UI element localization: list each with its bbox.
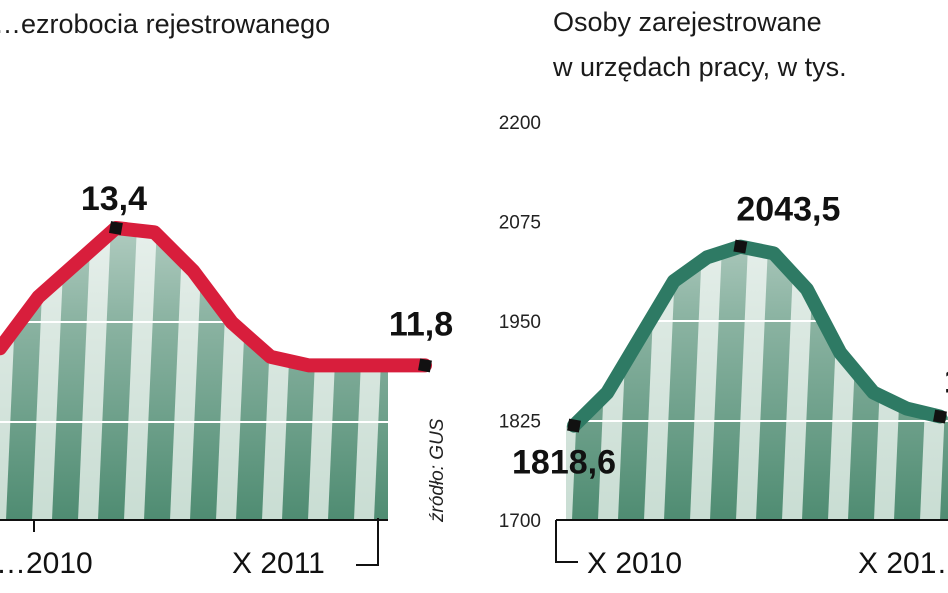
right-value-label: 2043,5 — [736, 191, 840, 229]
right-x-bracket — [555, 520, 578, 563]
left-value-label: 11,8 — [389, 305, 453, 343]
right-y-ticks: 2200 2075 1950 1825 1700 — [499, 113, 541, 532]
right-value-label: 1… — [944, 363, 948, 401]
right-chart: Osoby zarejestrowane w urzędach pracy, w… — [499, 7, 948, 580]
left-x-tick-label-1: …2010 — [0, 547, 93, 580]
left-point-marker — [108, 221, 123, 235]
source-note: źródło: GUS — [427, 418, 448, 523]
right-value-label: 1818,6 — [512, 444, 616, 482]
right-y-tick-label: 1950 — [499, 312, 541, 333]
left-area-stripes — [0, 228, 425, 520]
left-value-label: 13,4 — [81, 180, 147, 218]
right-point-marker — [733, 239, 748, 254]
left-series-line — [0, 221, 432, 373]
right-markers: 1818,6 2043,5 1… — [512, 191, 948, 482]
right-y-tick-label: 2075 — [499, 213, 541, 234]
right-point-marker — [567, 418, 581, 433]
right-x-tick-label-1: X 2010 — [587, 547, 682, 580]
left-x-bracket — [356, 518, 379, 566]
left-area-fill — [0, 228, 425, 520]
left-chart-title: …ezrobocia rejestrowanego — [0, 9, 330, 39]
left-point-marker — [418, 358, 432, 373]
right-x-tick-label-2: X 201… — [858, 547, 948, 580]
right-y-tick-label: 2200 — [499, 113, 541, 134]
right-area-fade — [566, 246, 948, 520]
right-y-tick-label: 1825 — [499, 412, 541, 433]
left-area-fade — [0, 228, 388, 520]
right-point-marker — [933, 409, 947, 424]
left-x-tick-label-2: X 2011 — [232, 547, 325, 580]
right-chart-title-line-1: Osoby zarejestrowane — [553, 7, 822, 37]
left-markers: 13,4 11,8 — [81, 180, 453, 373]
right-series-line — [567, 239, 947, 433]
left-chart: …ezrobocia rejestrowanego 13,4 11,8 …2010… — [0, 9, 453, 580]
right-y-tick-label: 1700 — [499, 511, 541, 532]
right-chart-title-line-2: w urzędach pracy, w tys. — [552, 52, 847, 82]
